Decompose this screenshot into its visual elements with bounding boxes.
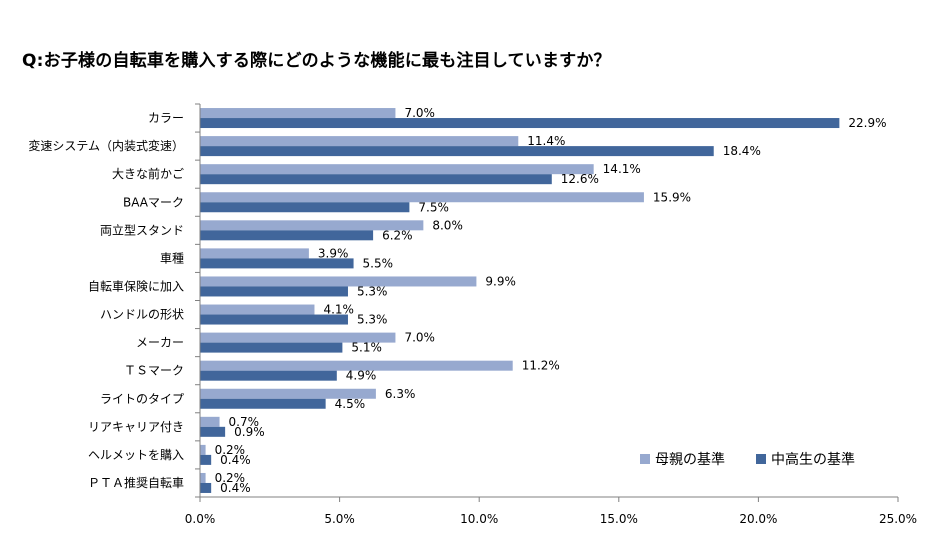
data-label: 0.2% bbox=[215, 471, 246, 485]
bar-student bbox=[200, 230, 374, 241]
category-label: ライトのタイプ bbox=[100, 392, 184, 406]
data-label: 0.9% bbox=[234, 425, 264, 439]
data-label: 22.9% bbox=[848, 116, 886, 130]
bar-student bbox=[200, 426, 226, 437]
category-label: 変速システム（内装式変速） bbox=[28, 138, 184, 153]
data-label: 5.5% bbox=[363, 256, 394, 270]
bar-mother bbox=[200, 304, 315, 315]
legend-label: 母親の基準 bbox=[655, 451, 725, 468]
x-tick-label: 10.0% bbox=[460, 512, 498, 526]
category-label: リアキャリア付き bbox=[88, 420, 184, 434]
data-label: 11.2% bbox=[522, 359, 560, 373]
bar-student bbox=[200, 258, 354, 269]
data-label: 4.5% bbox=[335, 397, 366, 411]
bar-student bbox=[200, 398, 326, 409]
bar-mother bbox=[200, 136, 519, 147]
bar-student bbox=[200, 174, 552, 185]
bar-student bbox=[200, 314, 348, 325]
bar-mother bbox=[200, 388, 376, 399]
data-label: 0.2% bbox=[215, 443, 246, 457]
bar-student bbox=[200, 454, 212, 465]
category-label: ハンドルの形状 bbox=[100, 308, 184, 322]
legend-swatch-mother bbox=[640, 454, 650, 464]
category-label: ヘルメットを購入 bbox=[88, 448, 184, 462]
category-label: ＰＴＡ推奨自転車 bbox=[88, 476, 184, 490]
bar-student bbox=[200, 202, 410, 213]
bar-mother bbox=[200, 248, 309, 259]
bar-student bbox=[200, 146, 714, 157]
x-tick-label: 15.0% bbox=[600, 512, 638, 526]
bar-student bbox=[200, 118, 840, 129]
bar-student bbox=[200, 370, 337, 381]
bar-mother bbox=[200, 192, 644, 203]
bar-mother bbox=[200, 332, 396, 343]
bar-mother bbox=[200, 220, 424, 231]
data-label: 9.9% bbox=[485, 274, 515, 288]
x-tick-label: 5.0% bbox=[324, 512, 355, 526]
data-label: 0.4% bbox=[220, 453, 251, 467]
category-label: メーカー bbox=[136, 336, 184, 350]
bar-mother bbox=[200, 360, 513, 371]
bar-student bbox=[200, 482, 212, 493]
x-tick-label: 25.0% bbox=[879, 512, 917, 526]
data-label: 7.0% bbox=[404, 331, 435, 345]
data-label: 14.1% bbox=[603, 162, 641, 176]
data-label: 6.2% bbox=[382, 228, 413, 242]
bar-student bbox=[200, 286, 348, 297]
data-label: 4.1% bbox=[323, 303, 354, 317]
category-label: ＴＳマーク bbox=[124, 364, 184, 378]
bar-mother bbox=[200, 444, 206, 455]
x-tick-label: 0.0% bbox=[185, 512, 216, 526]
category-label: 自転車保険に加入 bbox=[88, 279, 184, 293]
category-label: カラー bbox=[148, 111, 184, 125]
category-label: BAAマーク bbox=[123, 195, 184, 209]
data-label: 18.4% bbox=[723, 144, 761, 158]
data-label: 12.6% bbox=[561, 172, 599, 186]
bar-mother bbox=[200, 108, 396, 119]
data-label: 7.0% bbox=[404, 106, 435, 120]
category-label: 両立型スタンド bbox=[100, 222, 184, 237]
legend-swatch-student bbox=[756, 454, 766, 464]
data-label: 0.4% bbox=[220, 481, 251, 495]
data-label: 15.9% bbox=[653, 190, 691, 204]
chart-title: Q:お子様の自転車を購入する際にどのような機能に最も注目していますか？ bbox=[22, 51, 611, 71]
bar-mother bbox=[200, 472, 206, 483]
bar-mother bbox=[200, 164, 594, 175]
category-label: 大きな前かご bbox=[112, 166, 184, 181]
data-label: 4.9% bbox=[346, 369, 377, 383]
bar-mother bbox=[200, 416, 220, 427]
category-label: 車種 bbox=[160, 251, 184, 265]
data-label: 3.9% bbox=[318, 246, 349, 260]
data-label: 8.0% bbox=[432, 218, 463, 232]
bar-mother bbox=[200, 276, 477, 287]
data-label: 7.5% bbox=[418, 200, 449, 214]
legend-label: 中高生の基準 bbox=[771, 451, 855, 468]
data-label: 5.3% bbox=[357, 313, 388, 327]
data-label: 11.4% bbox=[527, 134, 565, 148]
data-label: 0.7% bbox=[229, 415, 260, 429]
x-tick-label: 20.0% bbox=[739, 512, 777, 526]
bar-student bbox=[200, 342, 343, 353]
data-label: 5.3% bbox=[357, 284, 388, 298]
data-label: 5.1% bbox=[351, 341, 382, 355]
data-label: 6.3% bbox=[385, 387, 416, 401]
